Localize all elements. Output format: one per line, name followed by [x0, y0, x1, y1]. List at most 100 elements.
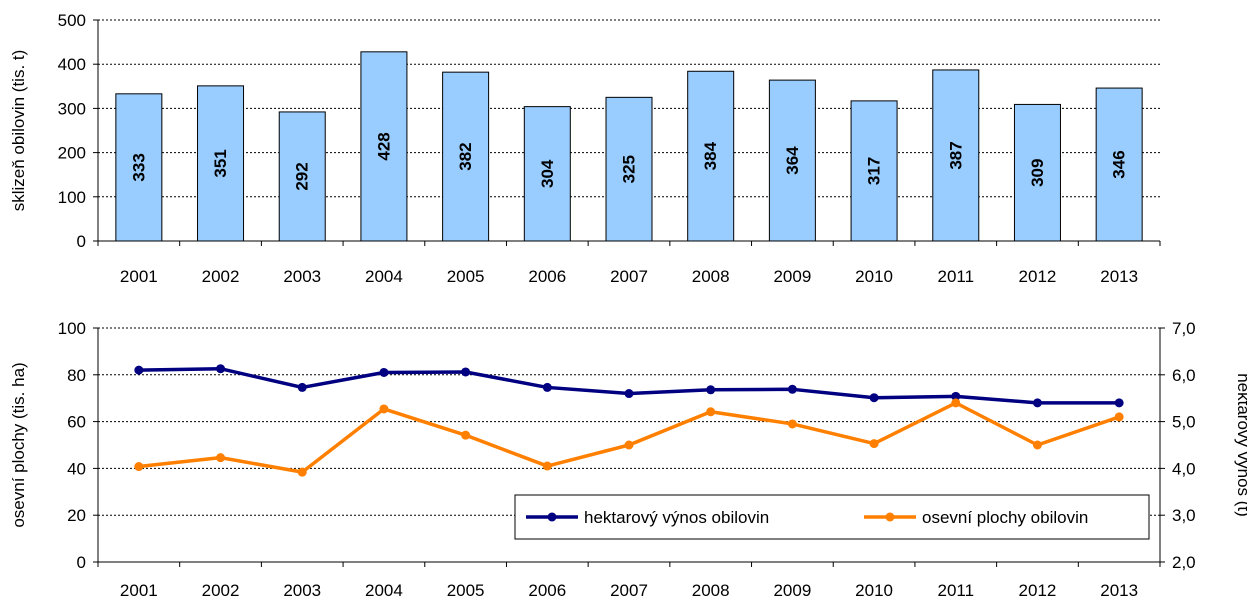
- bar: [523, 106, 571, 242]
- series-0-point: [461, 367, 471, 377]
- x-tick-label: 2005: [447, 267, 485, 286]
- series-1-point: [869, 439, 879, 449]
- x-tick-label: 2012: [1019, 267, 1057, 286]
- left-y-tick-label: 100: [58, 319, 86, 338]
- series-line-1: [138, 401, 1120, 474]
- x-tick-label: 2004: [365, 581, 403, 600]
- series-0-point: [951, 391, 961, 401]
- bar-data-label: 384: [701, 141, 720, 170]
- left-y-tick-label: 20: [67, 506, 86, 525]
- x-tick-label: 2001: [120, 267, 158, 286]
- bar: [1013, 103, 1061, 242]
- series-0-point: [216, 364, 226, 374]
- legend-label: hektarový výnos obilovin: [584, 508, 769, 527]
- series-1-point: [297, 467, 307, 477]
- bar: [197, 85, 245, 242]
- x-tick-label: 2003: [283, 581, 321, 600]
- right-y-axis-title: hektarový výnos (t): [1234, 373, 1247, 517]
- left-y-axis-title: osevní plochy (tis. ha): [9, 362, 28, 527]
- series-1-point: [461, 430, 471, 440]
- right-y-tick-label: 2,0: [1172, 553, 1196, 572]
- bar: [278, 111, 326, 242]
- x-tick-label: 2001: [120, 581, 158, 600]
- x-tick-label: 2011: [937, 267, 974, 286]
- bar-data-label: 333: [129, 153, 148, 181]
- x-tick-label: 2012: [1019, 581, 1057, 600]
- series-0-point: [379, 367, 389, 377]
- series-1-point: [787, 419, 797, 429]
- bar: [932, 69, 980, 242]
- x-tick-label: 2007: [610, 581, 648, 600]
- series-0-point: [1114, 398, 1124, 408]
- bar: [1095, 87, 1143, 242]
- y-tick-label: 100: [58, 188, 86, 207]
- series-0-point: [624, 389, 634, 399]
- bar: [360, 51, 408, 242]
- y-tick-label: 500: [58, 11, 86, 30]
- x-tick-label: 2013: [1100, 267, 1138, 286]
- legend-swatch-marker: [547, 512, 557, 522]
- series-0-point: [869, 393, 879, 403]
- x-tick-label: 2008: [692, 581, 730, 600]
- x-tick-label: 2006: [528, 267, 566, 286]
- right-y-tick-label: 4,0: [1172, 459, 1196, 478]
- x-tick-label: 2011: [937, 581, 974, 600]
- legend-swatch-marker: [885, 512, 895, 522]
- bar: [850, 100, 898, 242]
- bar-data-label: 317: [865, 157, 884, 185]
- series-0-point: [134, 365, 144, 375]
- left-y-tick-label: 80: [67, 366, 86, 385]
- legend: hektarový výnos obilovin osevní plochy ob…: [514, 494, 1150, 540]
- bar-data-label: 325: [620, 155, 639, 183]
- x-tick-label: 2004: [365, 267, 403, 286]
- bar-data-label: 292: [293, 162, 312, 190]
- series-1-point: [706, 407, 716, 417]
- y-tick-label: 200: [58, 144, 86, 163]
- x-tick-label: 2013: [1100, 581, 1138, 600]
- x-tick-label: 2005: [447, 581, 485, 600]
- x-tick-label: 2010: [855, 581, 893, 600]
- x-tick-label: 2010: [855, 267, 893, 286]
- bar: [605, 96, 653, 242]
- series-0-point: [706, 385, 716, 395]
- bar-data-label: 428: [374, 132, 393, 160]
- x-tick-label: 2007: [610, 267, 648, 286]
- x-tick-label: 2008: [692, 267, 730, 286]
- series-1-point: [134, 462, 144, 472]
- x-tick-label: 2002: [202, 581, 240, 600]
- series-0-point: [542, 382, 552, 392]
- bar-data-label: 364: [783, 146, 802, 175]
- bar-data-label: 351: [211, 149, 230, 177]
- left-y-tick-label: 0: [77, 553, 86, 572]
- y-axis-title: sklizeň obilovin (tis. t): [9, 50, 28, 212]
- bar-data-label: 387: [946, 141, 965, 169]
- y-tick-label: 400: [58, 55, 86, 74]
- harvest-bar-chart: 0 100 200 300 400 500 333 2001 351 2002 292 2003 428…: [9, 11, 1161, 286]
- series-1-point: [542, 461, 552, 471]
- left-y-tick-label: 40: [67, 459, 86, 478]
- y-tick-label: 300: [58, 99, 86, 118]
- x-tick-label: 2003: [283, 267, 321, 286]
- series-0-point: [787, 384, 797, 394]
- legend-label: osevní plochy obilovin: [922, 508, 1088, 527]
- series-0-point: [297, 382, 307, 392]
- series-0-point: [1032, 398, 1042, 408]
- bar-data-label: 346: [1110, 150, 1129, 178]
- bar: [115, 93, 163, 242]
- x-tick-label: 2009: [773, 267, 811, 286]
- y-tick-label: 0: [77, 232, 86, 251]
- bar: [768, 79, 816, 242]
- series-1-point: [216, 453, 226, 463]
- series-1-point: [624, 440, 634, 450]
- series-1-point: [379, 404, 389, 414]
- yield-area-line-chart: 0 20 40 60 80 100 2,0 3,0 4,0 5,0 6,0 7,0 2001 2002 20…: [9, 319, 1247, 600]
- bar-data-label: 304: [538, 159, 557, 188]
- bar-data-label: 382: [456, 142, 475, 170]
- bar: [442, 71, 490, 242]
- right-y-tick-label: 7,0: [1172, 319, 1196, 338]
- bar: [687, 70, 735, 242]
- right-y-tick-label: 6,0: [1172, 366, 1196, 385]
- x-tick-label: 2002: [202, 267, 240, 286]
- x-tick-label: 2009: [773, 581, 811, 600]
